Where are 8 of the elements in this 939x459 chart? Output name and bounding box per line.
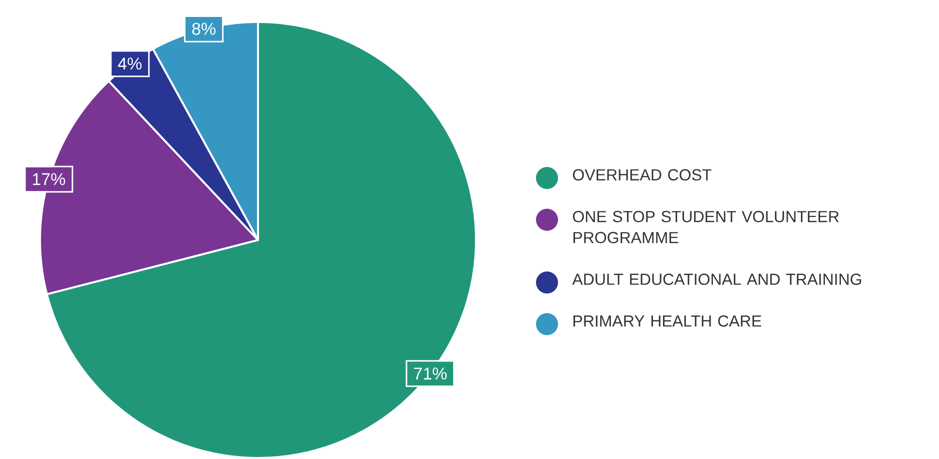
legend-label: PRIMARY HEALTH CARE bbox=[574, 315, 762, 327]
legend-label: OVERHEAD COST bbox=[572, 169, 712, 181]
legend-label: ONE STOP STUDENT VOLUNTEER PROGRAMME bbox=[572, 210, 839, 244]
data-label: 17% bbox=[32, 173, 66, 186]
data-label: 71% bbox=[414, 368, 447, 380]
data-label: 8% bbox=[192, 22, 216, 35]
legend-label: ADULT EDUCATIONAL AND TRAINING bbox=[572, 274, 862, 285]
data-label: 4% bbox=[118, 58, 142, 70]
